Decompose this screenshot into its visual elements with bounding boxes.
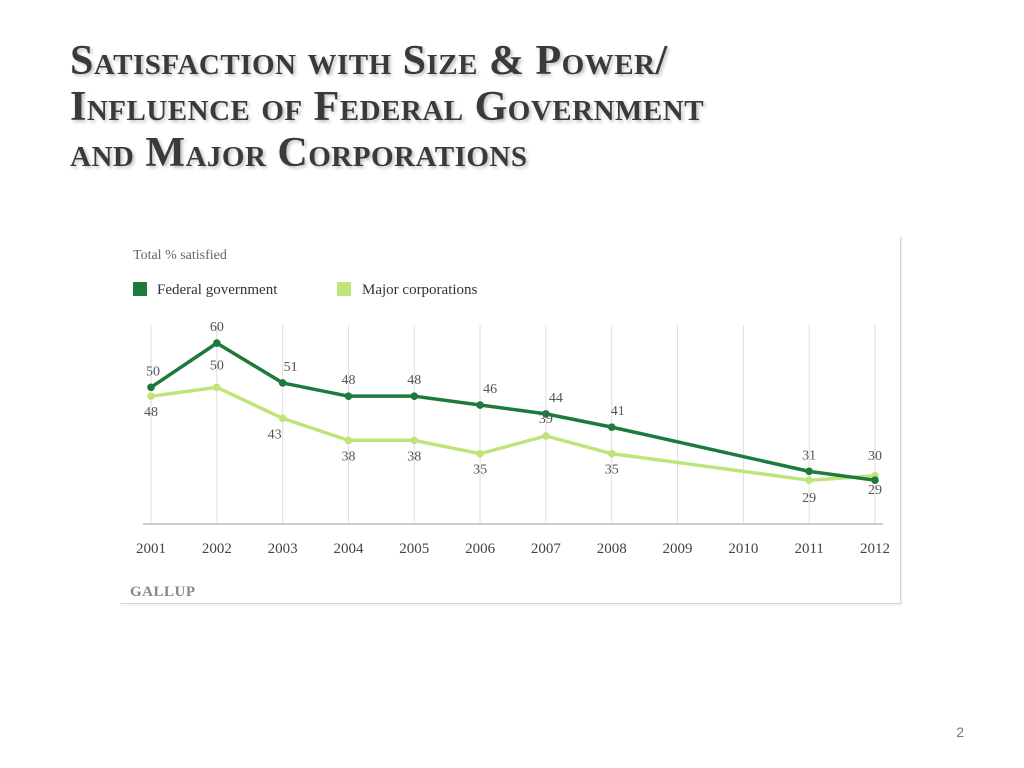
federal-data-label: 60 (210, 320, 224, 335)
x-tick-label: 2003 (268, 541, 298, 557)
x-tick-label: 2005 (399, 541, 429, 557)
gallup-logo: GALLUP (130, 584, 196, 600)
federal-point (410, 392, 419, 400)
x-tick-label: 2006 (465, 541, 496, 557)
chart-subtitle: Total % satisfied (133, 248, 227, 263)
federal-point (871, 476, 879, 484)
federal-data-label: 48 (341, 373, 355, 388)
federal-point (805, 467, 813, 476)
legend-label-corporations: Major corporations (362, 282, 478, 298)
federal-point (213, 339, 221, 347)
corporations-point (213, 383, 221, 392)
corporations-point (542, 432, 550, 440)
corporations-point (278, 414, 287, 423)
corporations-point (344, 436, 353, 445)
federal-data-label: 31 (802, 448, 816, 463)
corporations-data-label: 29 (802, 491, 816, 506)
corporations-data-label: 43 (268, 427, 282, 442)
federal-data-label: 48 (407, 373, 421, 388)
corporations-data-label: 35 (605, 463, 619, 478)
corporations-data-label: 35 (473, 463, 487, 478)
corporations-point (805, 476, 813, 484)
federal-point (542, 410, 550, 418)
federal-data-label: 51 (284, 360, 298, 375)
federal-data-label: 29 (868, 483, 882, 498)
x-tick-label: 2011 (794, 541, 823, 557)
corporations-data-label: 38 (341, 449, 355, 464)
federal-point (607, 423, 616, 431)
series-lines (147, 339, 879, 484)
x-tick-label: 2008 (597, 541, 627, 557)
corporations-point (607, 449, 616, 458)
x-tick-label: 2002 (202, 541, 232, 557)
x-tick-label: 2004 (333, 541, 364, 557)
x-tick-label: 2001 (136, 541, 166, 557)
corporations-point (410, 436, 419, 445)
federal-point (344, 392, 353, 400)
corporations-data-label: 38 (407, 449, 421, 464)
legend-swatch-federal (133, 282, 147, 296)
corporations-data-label: 39 (539, 412, 553, 427)
slide-title-line-2: Influence of Federal Government (70, 84, 705, 130)
slide-title: Satisfaction with Size & Power/ Influenc… (70, 38, 970, 176)
x-axis: 2001 2002 2003 2004 2005 2006 2007 2008 2009 2010… (136, 523, 890, 557)
x-tick-label: 2007 (531, 541, 562, 557)
federal-data-label: 46 (483, 382, 497, 397)
grid-lines (150, 325, 876, 524)
legend-label-federal: Federal government (157, 282, 278, 298)
x-tick-label: 2010 (728, 541, 758, 557)
federal-point (147, 383, 155, 392)
chart-container: Total % satisfied Federal government Maj… (120, 237, 901, 604)
slide-title-line-1: Satisfaction with Size & Power/ (70, 38, 668, 84)
corporations-data-label: 48 (144, 405, 158, 420)
federal-point (476, 401, 484, 409)
corporations-data-label: 30 (868, 449, 882, 464)
federal-point (278, 379, 287, 387)
line-chart: Total % satisfied Federal government Maj… (130, 248, 890, 600)
x-tick-label: 2012 (860, 541, 890, 557)
data-labels: 48 50 43 38 38 35 39 35 29 30 50 60 51 48 48 46 44 41 31 29 (144, 320, 882, 506)
major-corporations-line (149, 385, 877, 482)
page-number: 2 (956, 724, 964, 740)
corporations-point (147, 392, 155, 400)
corporations-point (476, 449, 484, 458)
federal-data-label: 50 (146, 364, 160, 379)
legend-swatch-corporations (337, 282, 351, 296)
x-tick-label: 2009 (663, 541, 693, 557)
corporations-data-label: 50 (210, 358, 224, 373)
slide-title-line-3: and Major Corporations (70, 130, 528, 176)
federal-data-label: 44 (549, 391, 563, 406)
federal-data-label: 41 (611, 404, 625, 419)
chart-legend: Federal government Major corporations (133, 282, 478, 298)
federal-government-line (149, 341, 877, 482)
